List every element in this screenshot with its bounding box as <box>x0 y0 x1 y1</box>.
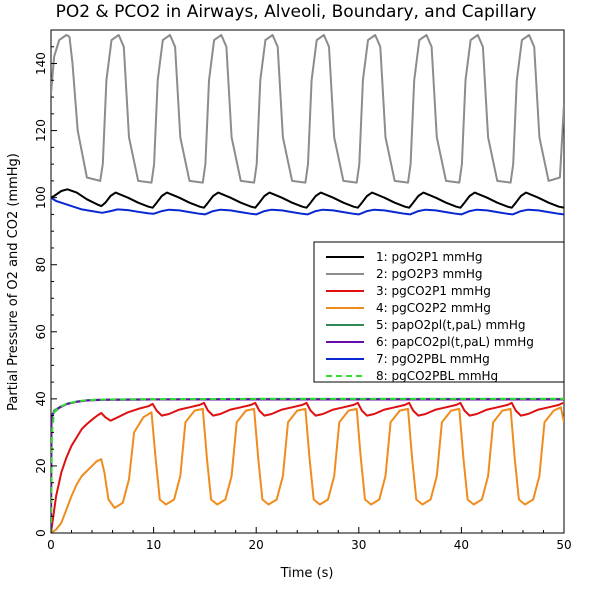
y-tick-label: 0 <box>34 529 48 537</box>
y-tick-label: 20 <box>34 458 48 473</box>
x-axis: 0 10 20 30 40 50 <box>47 527 572 552</box>
legend-label-6: 6: papCO2pl(t,paL) mmHg <box>376 335 534 349</box>
x-tick-label: 50 <box>556 538 571 552</box>
x-tick-label: 40 <box>454 538 469 552</box>
series-line-8 <box>51 397 564 533</box>
legend-label-2: 2: pgO2P3 mmHg <box>376 267 483 281</box>
series-line-3 <box>51 401 564 533</box>
series-line-5 <box>51 397 564 533</box>
series-line-4 <box>51 406 564 533</box>
legend-label-5: 5: papO2pl(t,paL) mmHg <box>376 318 525 332</box>
y-axis: 0 20 40 60 80 100 120 140 <box>34 29 57 537</box>
y-tick-label: 40 <box>34 391 48 406</box>
y-tick-label: 100 <box>34 186 48 209</box>
y-tick-label: 120 <box>34 119 48 142</box>
series-line-6 <box>51 398 564 533</box>
y-axis-label: Partial Pressure of O2 and CO2 (mmHg) <box>6 153 21 411</box>
legend-label-4: 4: pgCO2P2 mmHg <box>376 301 491 315</box>
x-tick-label: 0 <box>47 538 55 552</box>
series-layer <box>51 34 564 533</box>
series-line-2 <box>51 34 564 184</box>
x-tick-label: 30 <box>351 538 366 552</box>
x-tick-label: 20 <box>249 538 264 552</box>
y-tick-label: 60 <box>34 324 48 339</box>
y-tick-label: 140 <box>34 52 48 75</box>
legend-label-1: 1: pgO2P1 mmHg <box>376 250 483 264</box>
series-line-1 <box>51 188 564 209</box>
legend: 1: pgO2P1 mmHg 2: pgO2P3 mmHg 3: pgCO2P1 m… <box>313 241 565 383</box>
x-tick-label: 10 <box>146 538 161 552</box>
series-line-7 <box>51 196 564 216</box>
chart-title: PO2 & PCO2 in Airways, Alveoli, Boundary… <box>56 2 537 22</box>
legend-label-7: 7: pgO2PBL mmHg <box>376 352 490 366</box>
legend-label-3: 3: pgCO2P1 mmHg <box>376 284 491 298</box>
y-tick-label: 80 <box>34 257 48 272</box>
legend-label-8: 8: pgCO2PBL mmHg <box>376 369 498 383</box>
x-axis-label: Time (s) <box>280 566 334 581</box>
